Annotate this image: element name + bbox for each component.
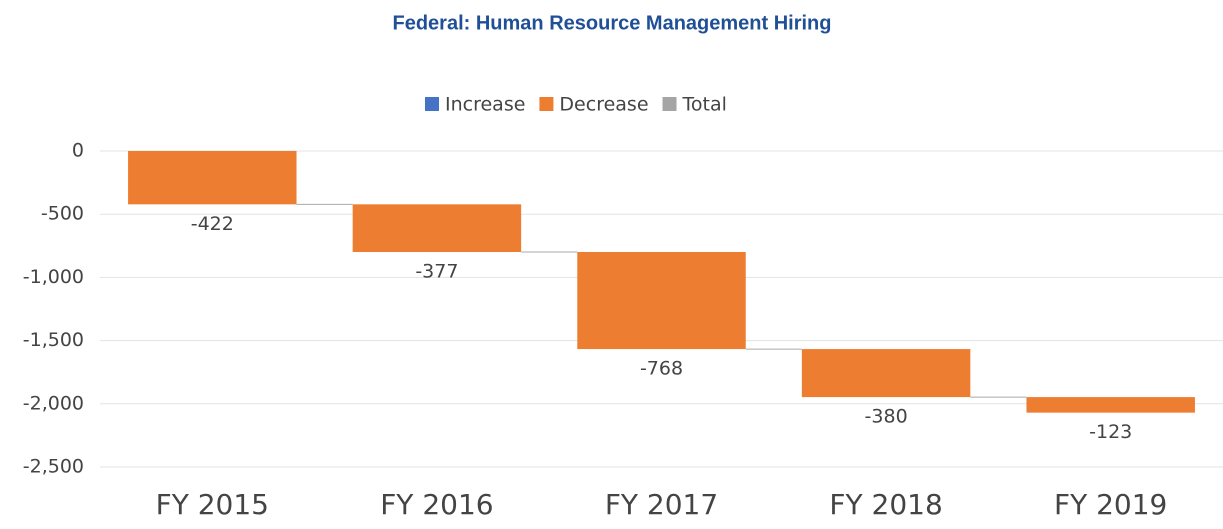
bar	[801, 349, 971, 398]
legend-swatch	[425, 97, 439, 111]
legend-swatch	[539, 97, 554, 111]
data-label: -123	[1089, 421, 1132, 443]
y-tick-label: -500	[41, 203, 84, 225]
y-tick-label: -2,000	[23, 392, 84, 414]
y-tick-label: 0	[72, 140, 84, 162]
legend-label: Increase	[445, 94, 525, 116]
legend-label: Decrease	[559, 94, 648, 116]
legend-label: Total	[682, 94, 727, 116]
bar	[352, 204, 522, 252]
data-label: -422	[191, 213, 234, 235]
bar	[1026, 397, 1195, 413]
x-tick-label: FY 2018	[829, 488, 942, 521]
x-tick-label: FY 2017	[605, 488, 718, 521]
legend-swatch	[662, 97, 677, 111]
y-tick-label: -1,500	[23, 329, 84, 351]
x-tick-label: FY 2016	[380, 488, 493, 521]
chart-title: Federal: Human Resource Management Hirin…	[393, 12, 832, 34]
x-tick-label: FY 2015	[156, 488, 269, 521]
bar	[128, 151, 297, 205]
data-label: -377	[415, 260, 458, 282]
y-tick-label: -1,000	[23, 266, 84, 288]
y-tick-label: -2,500	[23, 456, 84, 478]
data-label: -380	[865, 406, 908, 428]
x-tick-label: FY 2019	[1054, 488, 1167, 521]
data-label: -768	[640, 358, 683, 380]
bar	[577, 251, 746, 350]
